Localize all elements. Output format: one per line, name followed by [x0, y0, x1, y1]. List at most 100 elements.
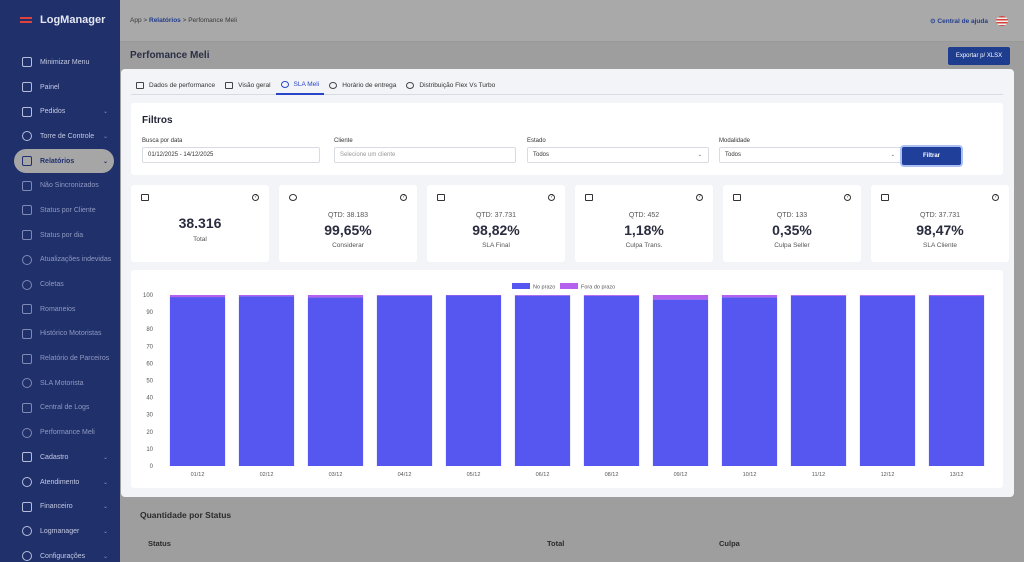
bar-segment — [859, 295, 916, 466]
sidebar-nav: Minimizar Menu Painel Pedidos ⌄ Torre de Con… — [0, 50, 120, 562]
link-icon — [22, 180, 32, 191]
chevron-down-icon: ⌄ — [102, 528, 108, 535]
breadcrumb-section[interactable]: Relatórios — [149, 17, 181, 24]
bar-segment — [721, 297, 778, 466]
y-tick-label: 20 — [146, 430, 153, 436]
client-select[interactable]: Selecione um cliente — [334, 147, 516, 163]
tab-distribuicao-flex-vs-turbo[interactable]: Distribuição Flex Vs Turbo — [401, 75, 500, 95]
tab-dados-de-performance[interactable]: Dados de performance — [131, 75, 220, 95]
chevron-down-icon: ⌄ — [102, 479, 108, 486]
sidebar-item-label: Minimizar Menu — [40, 58, 90, 66]
date-filter: Busca por data 01/12/2025 - 14/12/2025 — [142, 138, 320, 163]
x-tick-label: 13/12 — [950, 472, 964, 478]
sidebar-item-status-por-dia[interactable]: Status por dia — [0, 223, 120, 248]
sidebar-item-coletas[interactable]: Coletas — [0, 272, 120, 297]
user-icon — [22, 353, 32, 364]
sidebar-item-minimizar-menu[interactable]: Minimizar Menu — [0, 50, 120, 75]
sidebar-item-nao-sincronizados[interactable]: Não Sincronizados — [0, 173, 120, 198]
sidebar-item-cadastro[interactable]: Cadastro ⌄ — [0, 445, 120, 470]
help-circle-icon[interactable]: ? — [696, 194, 703, 201]
kpi-value: 98,47% — [916, 222, 964, 238]
sidebar-item-relatorios[interactable]: Relatórios ⌄ — [14, 148, 114, 174]
chevron-down-icon: ⌄ — [102, 133, 108, 140]
y-tick-label: 60 — [146, 361, 153, 367]
tag-icon — [22, 304, 32, 315]
brand[interactable]: LogManager — [0, 0, 120, 40]
date-range-input[interactable]: 01/12/2025 - 14/12/2025 — [142, 147, 320, 163]
legend-label: No prazo — [533, 285, 555, 291]
target-icon — [22, 131, 32, 142]
chevron-down-icon: ⌄ — [102, 504, 108, 511]
tab-visao-geral[interactable]: Visão geral — [220, 75, 275, 95]
bar-segment — [238, 295, 295, 297]
breadcrumb-root[interactable]: App — [130, 17, 142, 24]
x-tick-label: 09/12 — [674, 472, 688, 478]
sidebar-item-central-de-logs[interactable]: Central de Logs — [0, 396, 120, 421]
clock-icon — [22, 378, 32, 389]
column-header-total: Total — [547, 539, 565, 548]
pie-icon — [22, 427, 32, 438]
sidebar-item-relatorio-de-parceiros[interactable]: Relatório de Parceiros — [0, 346, 120, 371]
mode-filter-label: Modalidade — [719, 138, 751, 144]
tab-sla-meli[interactable]: SLA Meli — [275, 75, 325, 95]
bar-segment — [445, 295, 502, 296]
mode-select[interactable]: Todos ⌄ — [719, 147, 902, 163]
legend-label: Fora do prazo — [581, 285, 615, 291]
x-tick-label: 03/12 — [329, 472, 343, 478]
briefcase-icon — [881, 194, 889, 201]
sidebar-item-atualizacoes-indevidas[interactable]: Atualizações indevidas — [0, 248, 120, 273]
help-center-link[interactable]: ⊙ Central de ajuda — [930, 17, 988, 25]
sidebar-item-pedidos[interactable]: Pedidos ⌄ — [0, 99, 120, 124]
home-icon — [22, 82, 32, 93]
bar-segment — [790, 295, 847, 466]
sidebar-item-atendimento[interactable]: Atendimento ⌄ — [0, 470, 120, 495]
kpi-quantity: QTD: 37.731 — [919, 212, 961, 219]
sidebar-item-financeiro[interactable]: Financeiro ⌄ — [0, 494, 120, 519]
sidebar-item-configuracoes[interactable]: Configurações ⌄ — [0, 544, 120, 562]
tab-horario-de-entrega[interactable]: Horário de entrega — [324, 75, 401, 95]
list-icon — [136, 81, 144, 89]
clipboard-icon — [22, 156, 32, 167]
sidebar-item-painel[interactable]: Painel — [0, 75, 120, 100]
sidebar-item-status-por-cliente[interactable]: Status por Cliente — [0, 198, 120, 223]
filter-button[interactable]: Filtrar — [902, 147, 961, 165]
kpi-label: Culpa Trans. — [625, 242, 663, 249]
help-circle-icon[interactable]: ? — [992, 194, 999, 201]
date-filter-label: Busca por data — [142, 138, 183, 144]
kpi-card: ? QTD: 38.183 99,65% Considerar — [279, 185, 417, 262]
sla-chart: 0 10 20 30 40 50 60 70 80 90 100 No prazo Fora do pr… — [131, 270, 1003, 488]
sidebar-item-romaneios[interactable]: Romaneios — [0, 297, 120, 322]
y-tick-label: 0 — [150, 464, 154, 470]
sidebar-item-label: Configurações — [40, 552, 86, 560]
clock-icon — [22, 254, 32, 265]
sidebar-item-performance-meli[interactable]: Performance Meli — [0, 420, 120, 445]
sidebar-item-label: Coletas — [40, 281, 64, 289]
bar-segment — [790, 295, 847, 296]
sidebar-item-sla-motorista[interactable]: SLA Motorista — [0, 371, 120, 396]
sidebar-item-historico-motoristas[interactable]: Histórico Motoristas — [0, 322, 120, 347]
kpi-value: 38.316 — [178, 215, 222, 231]
kpi-quantity: QTD: 452 — [628, 212, 660, 219]
sidebar-item-label: SLA Motorista — [40, 379, 84, 387]
x-tick-label: 04/12 — [398, 472, 412, 478]
y-tick-label: 30 — [146, 413, 153, 419]
export-xlsx-button[interactable]: Exportar p/ XLSX — [948, 47, 1010, 65]
sidebar-item-torre-de-controle[interactable]: Torre de Controle ⌄ — [0, 124, 120, 149]
bar-segment — [238, 296, 295, 466]
kpi-label: Culpa Seller — [774, 242, 810, 249]
sidebar-item-label: Romaneios — [40, 305, 76, 313]
help-circle-icon[interactable]: ? — [400, 194, 407, 201]
kpi-card: ? QTD: 37.731 98,82% SLA Final — [427, 185, 565, 262]
chevron-down-icon: ⌄ — [102, 158, 108, 165]
help-circle-icon[interactable]: ? — [252, 194, 259, 201]
help-circle-icon[interactable]: ? — [844, 194, 851, 201]
help-circle-icon[interactable]: ? — [548, 194, 555, 201]
bar-segment — [307, 297, 364, 466]
kpi-card: ? QTD: 37.731 98,47% SLA Cliente — [871, 185, 1009, 262]
state-select[interactable]: Todos ⌄ — [527, 147, 709, 163]
sidebar-item-logmanager[interactable]: Logmanager ⌄ — [0, 519, 120, 544]
send-icon — [22, 106, 32, 117]
us-flag-icon[interactable] — [996, 16, 1008, 26]
kpi-label: SLA Cliente — [923, 242, 957, 249]
bar-segment — [169, 295, 226, 298]
